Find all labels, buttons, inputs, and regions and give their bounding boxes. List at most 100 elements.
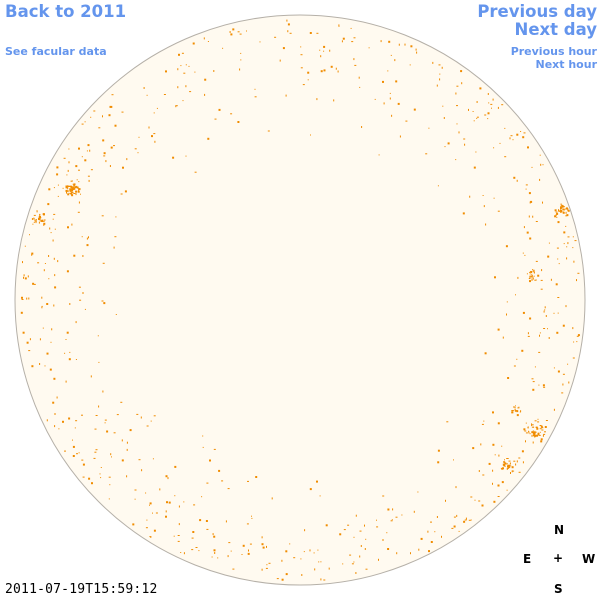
facula-speck <box>567 236 570 238</box>
facula-speck <box>550 278 552 281</box>
facula-speck <box>93 110 96 112</box>
previous-day-link[interactable]: Previous day <box>477 2 597 21</box>
facula-speck <box>390 54 392 56</box>
facula-speck <box>364 548 366 550</box>
facula-speck <box>232 28 235 31</box>
facula-speck <box>185 85 187 88</box>
facula-speck <box>318 561 320 563</box>
facula-speck <box>58 428 60 430</box>
facula-speck <box>156 107 158 109</box>
facula-speck <box>506 313 507 316</box>
facula-speck <box>70 180 73 182</box>
facula-speck <box>86 150 88 152</box>
facula-speck <box>287 30 289 33</box>
facula-speck <box>75 191 77 193</box>
facula-speck <box>42 220 45 222</box>
facula-speck <box>492 98 494 101</box>
facula-speck <box>165 510 167 513</box>
facula-speck <box>48 255 50 257</box>
facula-speck <box>209 459 211 462</box>
facula-speck <box>532 271 535 273</box>
facula-speck <box>63 157 66 159</box>
facula-speck <box>562 211 565 214</box>
facula-speck <box>177 540 180 542</box>
facula-speck <box>26 341 29 344</box>
facula-speck <box>341 40 343 43</box>
next-day-link[interactable]: Next day <box>514 20 597 39</box>
facula-speck <box>524 430 527 432</box>
facula-speck <box>177 535 180 536</box>
facula-speck <box>388 40 391 43</box>
facula-speck <box>287 23 290 26</box>
facula-speck <box>488 102 490 104</box>
facula-speck <box>503 461 506 463</box>
facula-speck <box>499 142 501 144</box>
facula-speck <box>531 431 534 434</box>
facula-speck <box>401 514 403 516</box>
facula-speck <box>487 118 489 120</box>
facula-speck <box>247 480 249 482</box>
facula-speck <box>95 415 98 416</box>
facula-speck <box>155 512 158 514</box>
facula-speck <box>359 530 362 532</box>
facula-speck <box>532 275 533 277</box>
facula-speck <box>67 193 70 196</box>
facula-speck <box>65 339 67 340</box>
facula-speck <box>342 563 344 565</box>
facula-speck <box>82 463 85 466</box>
previous-hour-link[interactable]: Previous hour <box>510 45 597 58</box>
facula-speck <box>261 536 263 539</box>
facula-speck <box>69 188 72 190</box>
facula-speck <box>531 166 533 168</box>
facula-speck <box>153 415 156 417</box>
facula-speck <box>111 94 114 96</box>
facula-speck <box>31 252 34 255</box>
facula-speck <box>232 568 235 570</box>
facula-speck <box>504 127 506 129</box>
facula-speck <box>101 215 104 217</box>
facula-speck <box>182 100 184 102</box>
facula-speck <box>527 335 530 337</box>
facula-speck <box>465 517 467 520</box>
facula-speck <box>300 67 303 69</box>
facula-speck <box>565 215 568 217</box>
facula-speck <box>428 127 430 129</box>
facula-speck <box>542 384 545 387</box>
facula-speck <box>90 375 92 378</box>
see-facular-data-link[interactable]: See facular data <box>5 45 107 58</box>
facula-speck <box>69 190 71 192</box>
facula-speck <box>557 312 559 314</box>
facula-speck <box>497 328 500 331</box>
facula-speck <box>240 59 242 61</box>
back-to-year-link[interactable]: Back to 2011 <box>5 2 127 21</box>
facula-speck <box>531 434 533 437</box>
facula-speck <box>86 244 89 247</box>
facula-speck <box>146 425 149 427</box>
facula-speck <box>507 465 510 467</box>
facula-speck <box>378 558 379 561</box>
facula-speck <box>205 520 208 522</box>
facula-speck <box>78 188 81 191</box>
facula-speck <box>463 520 466 523</box>
facula-speck <box>535 221 538 222</box>
facula-speck <box>237 31 240 33</box>
facula-speck <box>46 352 49 355</box>
facula-speck <box>237 121 240 123</box>
facula-speck <box>102 139 105 142</box>
facula-speck <box>456 123 458 125</box>
facula-speck <box>66 270 69 273</box>
facula-speck <box>557 258 559 260</box>
facula-speck <box>218 108 221 111</box>
facula-speck <box>213 448 216 450</box>
facula-speck <box>560 210 562 213</box>
facula-speck <box>72 188 74 191</box>
facula-speck <box>416 51 418 54</box>
facula-speck <box>560 203 562 206</box>
facula-speck <box>183 552 185 555</box>
facula-speck <box>539 332 541 334</box>
facula-speck <box>405 120 408 122</box>
facula-speck <box>36 210 38 213</box>
facula-speck <box>78 188 80 191</box>
next-hour-link[interactable]: Next hour <box>535 58 598 71</box>
facula-speck <box>109 165 111 167</box>
